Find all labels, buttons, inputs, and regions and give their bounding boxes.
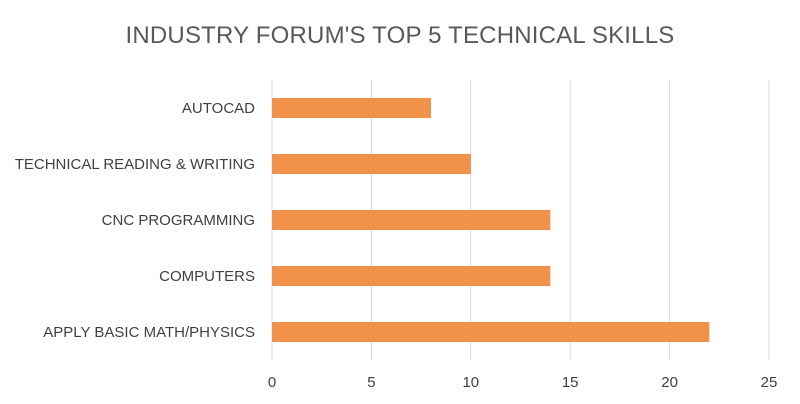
bar xyxy=(272,154,471,174)
bar xyxy=(272,322,710,342)
bars xyxy=(272,98,710,342)
category-label: CNC PROGRAMMING xyxy=(102,212,255,229)
x-tick-label: 15 xyxy=(562,374,579,391)
x-tick-label: 10 xyxy=(462,374,479,391)
category-labels: AUTOCAD TECHNICAL READING & WRITING CNC PR… xyxy=(15,100,255,341)
x-tick-label: 0 xyxy=(268,374,276,391)
x-tick-label: 5 xyxy=(367,374,375,391)
category-label: AUTOCAD xyxy=(182,100,255,117)
bar xyxy=(272,210,551,230)
category-label: APPLY BASIC MATH/PHYSICS xyxy=(43,324,255,341)
bar xyxy=(272,266,551,286)
x-tick-labels: 0 5 10 15 20 25 xyxy=(268,374,778,391)
bar xyxy=(272,98,432,118)
category-label: TECHNICAL READING & WRITING xyxy=(15,156,255,173)
x-tick-label: 20 xyxy=(661,374,678,391)
x-tick-label: 25 xyxy=(761,374,778,391)
category-label: COMPUTERS xyxy=(159,268,255,285)
chart-title: INDUSTRY FORUM'S TOP 5 TECHNICAL SKILLS xyxy=(125,22,675,49)
